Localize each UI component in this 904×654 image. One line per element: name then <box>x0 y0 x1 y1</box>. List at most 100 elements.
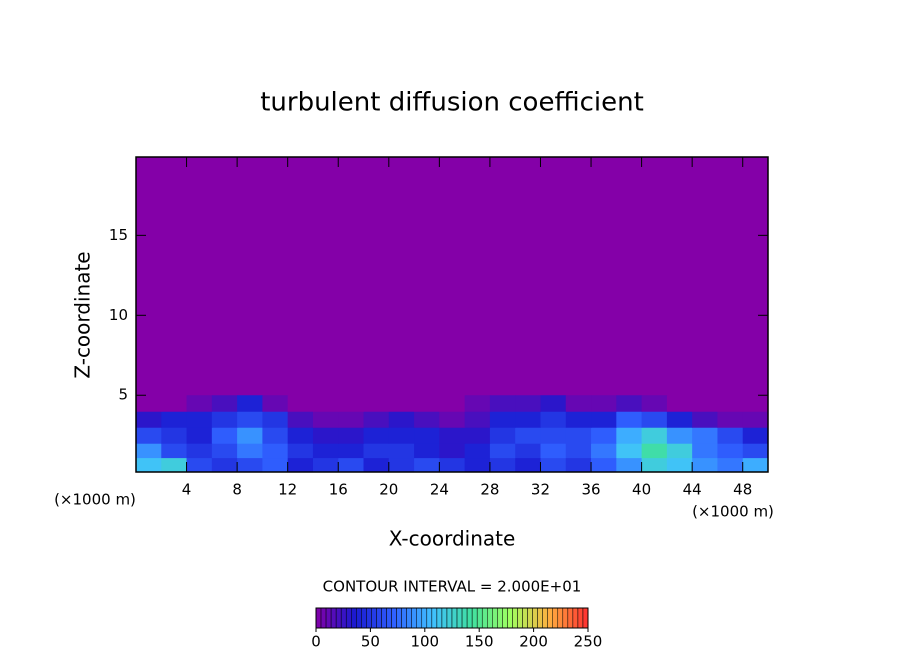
x-tick-label: 36 <box>581 481 600 499</box>
field-cell <box>515 443 541 459</box>
field-cell <box>136 443 162 459</box>
field-cell <box>591 395 617 412</box>
colorbar-segment <box>371 607 377 629</box>
field-cell <box>211 427 238 444</box>
x-tick-label: 44 <box>683 481 702 499</box>
field-cell <box>591 427 617 444</box>
colorbar-segment <box>582 607 589 629</box>
colorbar-segment <box>547 607 553 629</box>
field-cell <box>262 457 289 472</box>
field-cell <box>692 443 718 459</box>
colorbar-segment <box>481 607 488 629</box>
field-cell <box>262 427 289 444</box>
field-cell <box>363 395 390 412</box>
field-cell <box>237 395 263 412</box>
field-cell <box>388 443 415 459</box>
colorbar-segment <box>476 607 483 629</box>
colorbar-segment <box>466 607 473 629</box>
field-cell <box>414 457 440 472</box>
x-tick-label: 48 <box>733 481 752 499</box>
field-cell <box>186 457 213 472</box>
field-cell <box>515 411 541 428</box>
field-cell <box>489 427 516 444</box>
field-cell <box>666 395 693 412</box>
colorbar-segment <box>351 607 357 629</box>
colorbar-segment <box>567 607 574 629</box>
field-cell <box>439 427 466 444</box>
field-cell <box>262 395 289 412</box>
field-cell <box>363 411 390 428</box>
field-cell <box>287 427 314 444</box>
field-cell <box>186 427 213 444</box>
field-cell <box>388 427 415 444</box>
field-cell <box>742 395 768 412</box>
colorbar-tick-label: 150 <box>465 633 494 651</box>
field-cell <box>237 443 263 459</box>
x-tick-label: 32 <box>531 481 550 499</box>
plot-frame <box>135 156 769 473</box>
colorbar-segment <box>512 607 518 629</box>
field-cell <box>414 411 440 428</box>
field-cell <box>262 411 289 428</box>
field-cell <box>540 457 567 472</box>
colorbar-segment <box>552 607 559 629</box>
field-cell <box>312 443 339 459</box>
field-cell <box>742 443 768 459</box>
colorbar-segment <box>386 607 392 629</box>
colorbar-segment <box>330 607 337 629</box>
field-cell <box>312 427 339 444</box>
field-cell <box>565 427 592 444</box>
colorbar-segment <box>431 607 438 629</box>
field-cell <box>616 395 643 412</box>
field-cell <box>439 411 466 428</box>
field-cell <box>742 411 768 428</box>
field-cell <box>464 443 491 459</box>
field-cell <box>388 395 415 412</box>
field-cell <box>211 457 238 472</box>
field-cell <box>565 411 592 428</box>
field-cell <box>692 395 718 412</box>
field-cell <box>565 443 592 459</box>
colorbar-segment <box>421 607 428 629</box>
field-cell <box>464 427 491 444</box>
colorbar-segment <box>527 607 533 629</box>
colorbar-segment <box>441 607 448 629</box>
field-cell <box>338 395 365 412</box>
field-cell <box>161 427 188 444</box>
colorbar-segment <box>376 607 382 629</box>
colorbar-tick-label: 100 <box>410 633 439 651</box>
colorbar-segment <box>345 607 352 629</box>
field-cell <box>338 427 365 444</box>
field-cell <box>489 395 516 412</box>
field-cell <box>388 457 415 472</box>
field-cell <box>540 411 567 428</box>
field-cell <box>161 395 188 412</box>
y-tick-label: 10 <box>109 306 128 324</box>
field-cell <box>591 457 617 472</box>
field-cell <box>692 427 718 444</box>
y-tick-label: 5 <box>118 386 128 404</box>
x-tick-label: 4 <box>182 481 192 499</box>
colorbar-segment <box>436 607 443 629</box>
field-cell <box>641 443 668 459</box>
x-tick-label: 28 <box>480 481 499 499</box>
colorbar-segment <box>487 607 493 629</box>
colorbar-segment <box>335 607 342 629</box>
field-cell <box>414 395 440 412</box>
field-cell <box>641 427 668 444</box>
field-cell <box>237 411 263 428</box>
colorbar-segment <box>426 607 433 629</box>
field-cell <box>262 443 289 459</box>
field-cell <box>464 411 491 428</box>
field-cell <box>717 457 744 472</box>
colorbar-segment <box>471 607 478 629</box>
field-cell <box>186 443 213 459</box>
field-cell <box>287 443 314 459</box>
colorbar-segment <box>577 607 584 629</box>
field-cell <box>666 457 693 472</box>
field-cell <box>312 411 339 428</box>
field-cell <box>540 427 567 444</box>
field-cell <box>717 443 744 459</box>
field-cell <box>439 395 466 412</box>
